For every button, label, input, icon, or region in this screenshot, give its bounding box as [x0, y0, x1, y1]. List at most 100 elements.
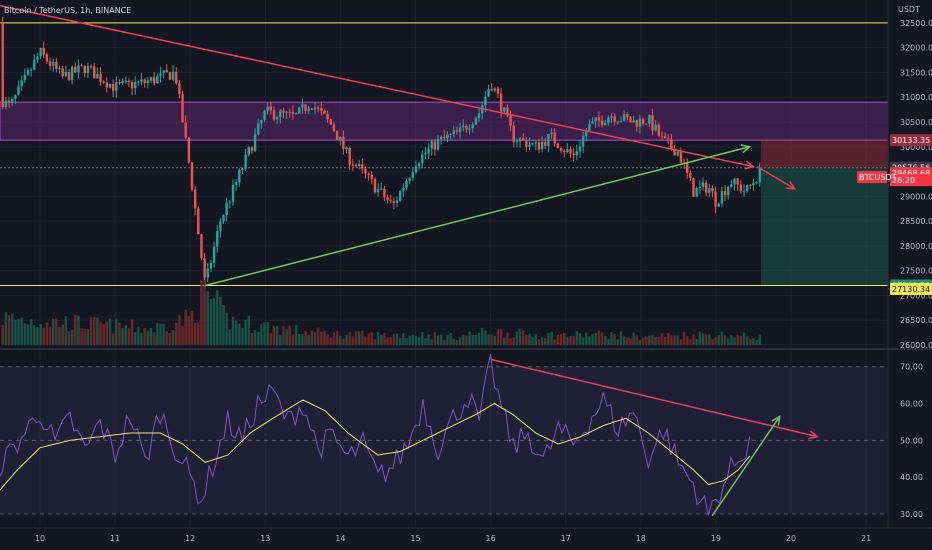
volume-bar — [234, 320, 238, 345]
volume-bar — [64, 316, 68, 345]
candle-body — [439, 136, 443, 139]
candle-body — [386, 197, 389, 201]
candle-body — [184, 122, 187, 138]
candle-body — [310, 108, 314, 110]
volume-bar — [193, 322, 197, 345]
volume-bar — [42, 328, 45, 345]
candle-body — [575, 151, 579, 156]
trendline-down-extension — [756, 165, 796, 190]
candle-body — [99, 73, 102, 82]
price-tag-bg — [890, 174, 932, 187]
volume-bar — [7, 315, 11, 345]
volume-bar — [622, 336, 626, 345]
price-tick-label: 26500.00 — [900, 316, 932, 325]
volume-bar — [52, 318, 55, 345]
volume-bar — [127, 328, 131, 345]
candle-body — [102, 81, 105, 83]
volume-bar — [307, 335, 310, 345]
volume-bar — [739, 335, 743, 345]
volume-bar — [544, 338, 547, 345]
volume-bar — [597, 330, 601, 345]
volume-bar — [398, 338, 402, 345]
volume-bar — [635, 335, 638, 345]
volume-bars — [1, 275, 761, 345]
candle-body — [755, 182, 758, 184]
candle-body — [304, 104, 307, 111]
volume-bar — [108, 318, 112, 345]
volume-bar — [313, 332, 317, 345]
volume-bar — [648, 335, 651, 345]
volume-bar — [364, 336, 367, 345]
candle-body — [250, 147, 254, 151]
candle-body — [39, 47, 42, 57]
candle-body — [373, 178, 377, 193]
volume-bar — [269, 333, 273, 345]
candle-body — [749, 184, 752, 186]
volume-bar — [455, 340, 459, 345]
candle-body — [616, 121, 620, 123]
candle-body — [540, 141, 544, 150]
candle-body — [361, 164, 364, 169]
candle-body — [137, 81, 140, 83]
volume-bar — [449, 333, 452, 345]
candle-body — [152, 77, 156, 84]
price-tick-label: 27500.00 — [900, 267, 932, 276]
volume-bar — [581, 337, 585, 345]
candle-body — [206, 268, 209, 278]
rsi-line — [0, 353, 751, 516]
candle-body — [578, 146, 582, 152]
candle-body — [465, 125, 468, 130]
candle-body — [178, 83, 181, 94]
volume-bar — [383, 332, 386, 345]
candle-body — [203, 258, 206, 278]
volume-bar — [380, 334, 383, 345]
rsi-tick-label: 50.00 — [900, 436, 923, 445]
volume-bar — [4, 312, 8, 345]
volume-bar — [559, 333, 563, 345]
candle-body — [424, 153, 427, 155]
volume-bar — [316, 327, 320, 345]
volume-bar — [682, 331, 686, 345]
volume-bar — [493, 336, 497, 345]
volume-bar — [77, 315, 80, 345]
candle-body — [667, 138, 670, 140]
volume-bar — [345, 335, 348, 345]
candle-body — [111, 83, 115, 91]
volume-bar — [175, 322, 178, 345]
volume-bar — [310, 330, 314, 345]
candle-body — [632, 120, 635, 123]
candle-body — [389, 200, 392, 202]
candle-body — [537, 142, 541, 150]
candle-body — [622, 113, 626, 121]
candle-body — [452, 130, 456, 134]
volume-bar — [723, 335, 727, 345]
candle-body — [159, 73, 162, 77]
volume-bar — [181, 326, 184, 345]
volume-bar — [477, 332, 481, 345]
candle-body — [572, 153, 575, 156]
volume-bar — [701, 333, 705, 345]
candle-body — [717, 203, 720, 207]
volume-bar — [61, 324, 64, 345]
candle-body — [108, 83, 112, 88]
volume-bar — [414, 336, 418, 345]
candle-body — [272, 110, 276, 120]
candle-body — [651, 115, 654, 131]
candle-body — [556, 143, 560, 149]
candle-body — [455, 130, 459, 132]
volume-bar — [111, 333, 115, 345]
volume-bar — [320, 331, 323, 345]
candle-body — [313, 107, 317, 110]
volume-bar — [80, 328, 83, 345]
volume-bar — [660, 333, 664, 345]
candle-body — [146, 80, 150, 84]
drawings[interactable] — [0, 0, 819, 517]
volume-bar — [298, 333, 301, 345]
x-tick-label: 21 — [861, 534, 871, 543]
volume-bar — [569, 335, 572, 345]
candle-body — [7, 100, 11, 104]
candle-body — [594, 117, 597, 122]
candle-body — [701, 182, 705, 187]
candle-body — [326, 113, 329, 120]
